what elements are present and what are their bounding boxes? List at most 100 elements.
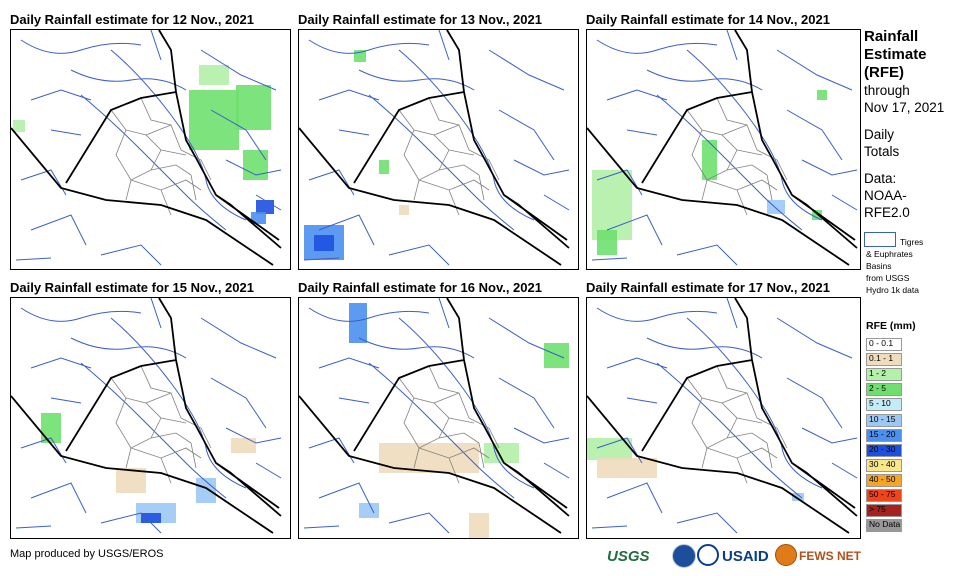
legend-label: 1 - 2 [869, 368, 887, 379]
rainfall-area [243, 150, 268, 180]
sidebar-title-3: (RFE) [864, 64, 904, 81]
legend-swatch [866, 458, 902, 472]
admin-boundary [110, 365, 212, 484]
legend-item: 10 - 15 [866, 413, 966, 427]
legend-label: 10 - 15 [869, 413, 896, 424]
rainfall-area [812, 210, 822, 220]
legend-item: 15 - 20 [866, 428, 966, 442]
map-svg [299, 298, 570, 538]
data-label-2: NOAA- [864, 188, 907, 203]
rainfall-area [792, 493, 804, 501]
rainfall-area [484, 443, 519, 463]
usaid-logo: USAID [722, 547, 769, 565]
legend-swatch [866, 428, 902, 442]
panel-17-nov: Daily Rainfall estimate for 17 Nov., 202… [586, 280, 868, 539]
admin-boundary [686, 365, 788, 484]
rainfall-area [702, 140, 717, 180]
panel-title: Daily Rainfall estimate for 13 Nov., 202… [298, 12, 542, 27]
rainfall-area [116, 468, 146, 493]
usgs-logo: USGS [607, 547, 650, 565]
basin-boundary [15, 298, 282, 534]
legend-label: 40 - 50 [869, 473, 896, 484]
legend-swatch [866, 338, 902, 351]
national-border [587, 30, 858, 266]
panel-12-nov: Daily Rainfall estimate for 12 Nov., 202… [10, 12, 292, 270]
rainfall-area [141, 513, 161, 523]
legend-swatch [866, 473, 902, 487]
rainfall-map [586, 297, 861, 539]
panel-title: Daily Rainfall estimate for 16 Nov., 202… [298, 280, 542, 295]
usaid-seal-icon [697, 544, 719, 566]
rainfall-area [256, 200, 274, 214]
legend-label: 50 - 75 [869, 489, 896, 499]
panel-title: Daily Rainfall estimate for 17 Nov., 202… [586, 280, 830, 295]
legend-label: 15 - 20 [869, 428, 896, 439]
legend-item: 0.1 - 1 [866, 352, 966, 367]
rainfall-area [199, 65, 229, 85]
rainfall-area [189, 90, 239, 150]
rainfall-area [592, 170, 632, 240]
panel-13-nov: Daily Rainfall estimate for 13 Nov., 202… [298, 12, 580, 270]
map-svg [11, 30, 282, 266]
legend-item: 40 - 50 [866, 473, 966, 487]
legend-swatch [866, 368, 902, 382]
basin-boundary [591, 30, 858, 266]
rainfall-area [41, 413, 61, 443]
data-label-3: RFE2.0 [864, 205, 910, 220]
legend-title: RFE (mm) [866, 320, 916, 332]
map-svg [587, 30, 858, 266]
rainfall-area [469, 513, 489, 538]
legend-item: 50 - 75 [866, 488, 966, 502]
rainfall-area [251, 212, 266, 224]
legend-label: 5 - 10 [869, 398, 891, 409]
rainfall-area [196, 478, 216, 503]
through-date: Nov 17, 2021 [864, 100, 945, 115]
panel-title: Daily Rainfall estimate for 12 Nov., 202… [10, 12, 254, 27]
legend-swatch [866, 443, 902, 457]
national-border [587, 298, 858, 534]
legend-swatch [866, 519, 902, 533]
rainfall-area [399, 205, 409, 215]
legend-label: 30 - 40 [869, 458, 896, 469]
panel-15-nov: Daily Rainfall estimate for 15 Nov., 202… [10, 280, 292, 539]
legend-label: > 75 [869, 504, 886, 515]
basin-boundary [303, 30, 570, 266]
rainfall-map [298, 29, 579, 270]
basin-boundary [303, 298, 570, 534]
legend-item: > 75 [866, 503, 966, 518]
legend-item: 1 - 2 [866, 367, 966, 382]
rainfall-area [349, 303, 367, 343]
legend-swatch [866, 398, 902, 412]
fews-net-logo: FEWS NET [799, 549, 861, 563]
sidebar-title-2: Estimate [864, 46, 927, 63]
legend-label: No Data [869, 519, 901, 530]
rainfall-area [597, 458, 657, 478]
basin-label-5: Hydro 1k data [866, 285, 919, 295]
legend-item: 0 - 0.1 [866, 337, 966, 351]
data-label-1: Data: [864, 171, 897, 186]
map-credit: Map produced by USGS/EROS [10, 548, 164, 560]
national-border [299, 298, 570, 534]
legend-item: 30 - 40 [866, 458, 966, 472]
rainfall-map [10, 297, 291, 539]
legend-label: 0.1 - 1 [869, 353, 894, 364]
sidebar-info: Rainfall Estimate (RFE) through Nov 17, … [864, 28, 964, 221]
rainfall-area [314, 235, 334, 251]
basin-boundary [591, 298, 858, 534]
basin-label-1: Tigres [900, 237, 924, 247]
legend-item: 5 - 10 [866, 397, 966, 412]
legend-label: 20 - 30 [869, 443, 896, 454]
national-border [299, 30, 570, 266]
national-border [11, 298, 282, 534]
noaa-logo-icon [672, 544, 696, 568]
sidebar-title-1: Rainfall [864, 28, 919, 45]
rainfall-area [379, 160, 389, 174]
national-border [11, 30, 282, 266]
rainfall-map [586, 29, 861, 270]
rainfall-area [236, 85, 271, 130]
rainfall-area [231, 438, 256, 453]
legend-item: No Data [866, 518, 966, 533]
rainfall-area [587, 438, 632, 460]
basin-swatch [864, 232, 896, 247]
daily-label-2: Totals [864, 144, 900, 159]
